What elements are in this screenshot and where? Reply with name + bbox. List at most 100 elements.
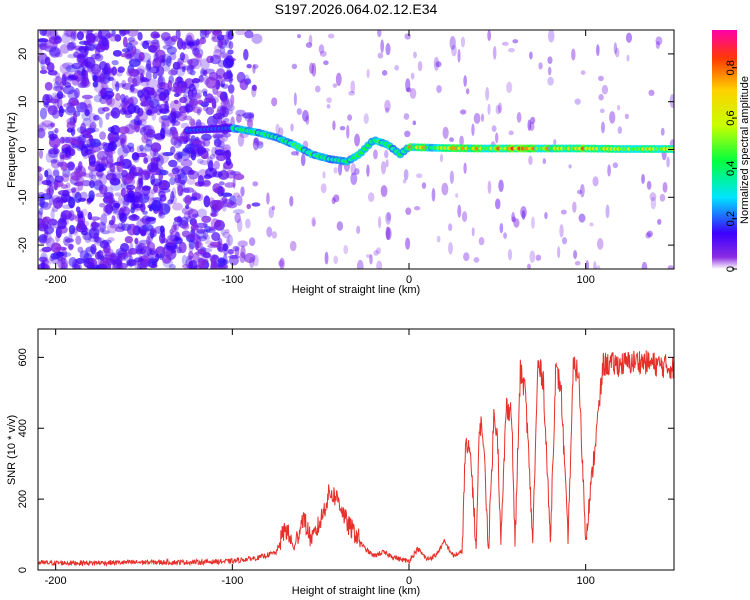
spectrogram-noise-cell (76, 65, 85, 77)
spectrogram-noise-cell (62, 168, 71, 178)
spectrogram-noise-cell (385, 226, 391, 240)
chart-title: S197.2026.064.02.12.E34 (275, 1, 438, 17)
spectrogram-noise-cell (507, 249, 513, 261)
spectrogram-noise-cell (471, 227, 475, 237)
spectrogram-noise-cell (473, 112, 481, 124)
spectrogram-noise-cell (187, 170, 200, 180)
spectrogram-noise-cell (224, 182, 236, 188)
spectrogram-noise-cell (240, 245, 246, 259)
spectrogram-noise-cell (336, 221, 344, 231)
spectrogram-noise-cell (45, 151, 53, 163)
spectrogram-noise-cell (436, 85, 442, 94)
spectrogram-noise-cell (59, 43, 70, 54)
spectrogram-noise-cell (100, 81, 108, 94)
spectrogram-noise-cell (326, 104, 331, 109)
spectrogram-noise-cell (81, 227, 89, 233)
spectrogram-noise-cell (236, 195, 243, 206)
spectrogram-noise-cell (322, 171, 326, 179)
spectrogram-noise-cell (167, 243, 179, 250)
spectrogram-noise-cell (143, 155, 152, 163)
spectrogram-noise-cell (363, 113, 369, 125)
spectrogram-noise-cell (461, 211, 468, 223)
spectrogram-noise-cell (544, 212, 548, 220)
spectrogram-noise-cell (176, 76, 183, 84)
spectrogram-noise-cell (75, 47, 88, 55)
spectrogram-noise-cell (252, 64, 256, 74)
spectrogram-noise-cell (38, 234, 48, 243)
spectrogram-noise-cell (222, 231, 231, 239)
spectrogram-noise-cell (76, 102, 88, 113)
spectrogram-noise-cell (86, 30, 93, 41)
spectrogram-noise-cell (42, 93, 51, 106)
spectrogram-noise-cell (530, 116, 536, 125)
spectrogram-noise-cell (160, 58, 166, 67)
spectrogram-noise-cell (216, 90, 225, 98)
spectrogram-noise-cell (81, 208, 88, 217)
spectrogram-noise-cell (99, 223, 106, 232)
spectrogram-noise-cell (149, 66, 160, 74)
spectrogram-noise-cell (129, 166, 138, 175)
spectrogram-noise-cell (460, 109, 467, 115)
spectrogram-noise-cell (240, 186, 245, 197)
spectrogram-noise-cell (227, 248, 234, 255)
spectrogram-noise-cell (403, 168, 409, 181)
spectrogram-noise-cell (65, 213, 77, 221)
spectrogram-noise-cell (598, 75, 604, 82)
spectrogram-noise-cell (354, 133, 361, 147)
colorbar-tick-label: 0.8 (725, 60, 737, 75)
spectrogram-noise-cell (416, 173, 423, 179)
spectrogram-noise-cell (121, 48, 131, 53)
spectrogram-noise-cell (441, 182, 449, 196)
spectrogram-noise-cell (108, 163, 115, 172)
spectrogram-noise-cell (188, 243, 194, 252)
spectrogram-noise-cell (655, 36, 663, 46)
spectrogram-noise-cell (337, 162, 343, 176)
spectrogram-noise-cell (167, 112, 179, 124)
spectrogram-noise-cell (48, 147, 60, 155)
spectrogram-noise-cell (59, 136, 65, 144)
spectrogram-noise-cell (508, 130, 514, 136)
spectrogram-noise-cell (192, 221, 198, 229)
spectrogram-noise-cell (145, 70, 152, 82)
spectrogram-noise-cell (220, 228, 226, 236)
spectrogram-noise-cell (110, 107, 121, 119)
spectrogram-noise-cell (529, 51, 533, 60)
spectrogram-noise-cell (127, 104, 137, 114)
spectrogram-noise-cell (99, 184, 108, 195)
spectrogram-noise-cell (513, 218, 520, 228)
spectrogram-noise-cell (216, 105, 226, 116)
spectrogram-noise-cell (168, 159, 178, 168)
colorbar-tick-label: 0 (725, 266, 737, 272)
spectrogram-noise-cell (185, 216, 192, 222)
spectrogram-noise-cell (134, 237, 139, 245)
spectrogram-noise-cell (181, 65, 186, 73)
spectrogram-noise-cell (77, 210, 84, 219)
spectrogram-noise-cell (150, 263, 158, 269)
spectrogram-noise-cell (152, 151, 161, 162)
spectrogram-noise-cell (133, 203, 144, 208)
spectrogram-noise-cell (246, 63, 252, 69)
spectrogram-noise-cell (376, 247, 382, 255)
spectrogram-noise-cell (448, 223, 453, 232)
spectrogram-noise-cell (53, 81, 60, 89)
spectrogram-noise-cell (592, 176, 599, 187)
spectrogram-noise-cell (75, 258, 85, 265)
spectrogram-noise-cell (463, 162, 467, 174)
spectrogram-noise-cell (409, 87, 417, 99)
spectrogram-noise-cell (417, 61, 423, 72)
spectrogram-noise-cell (66, 121, 76, 130)
spectrogram-noise-cell (68, 257, 77, 268)
spectrogram-noise-cell (212, 183, 221, 193)
spectrogram-noise-cell (224, 109, 234, 115)
spectrogram-noise-cell (598, 94, 604, 101)
y-tick-label: 0 (17, 567, 29, 573)
spectrogram-noise-cell (185, 258, 193, 269)
spectrogram-noise-cell (80, 130, 92, 136)
spectrogram-noise-cell (179, 191, 184, 196)
spectrogram-noise-cell (460, 36, 466, 48)
snr-xlabel: Height of straight line (km) (292, 585, 420, 597)
spectrogram-noise-cell (85, 31, 91, 40)
spectrogram-noise-cell (48, 98, 60, 103)
spectrogram-xlabel: Height of straight line (km) (292, 284, 420, 296)
y-tick-label: -10 (17, 189, 29, 205)
